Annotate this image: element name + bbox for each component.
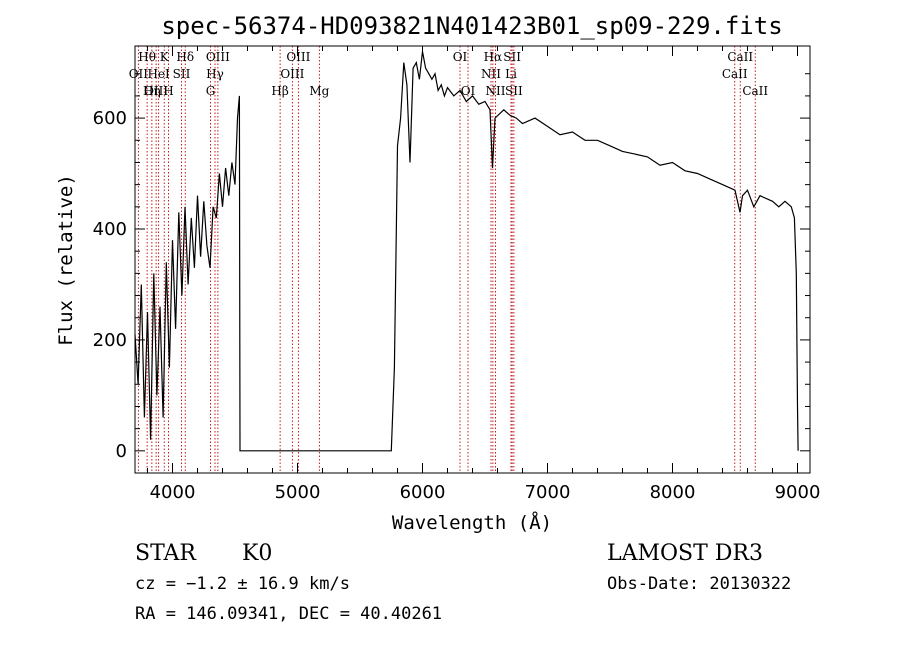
spectral-line-label: SII [173,67,191,81]
y-tick-label: 600 [93,108,127,129]
object-class: STAR [135,541,197,566]
spectral-line-label: H [163,84,173,98]
spectral-line-label: CaII [727,50,753,64]
spectral-line-markers [137,46,756,473]
spectral-line-label: Mg [309,84,329,98]
flux-series-line [134,51,799,452]
chart-title: spec-56374-HD093821N401423B01_sp09-229.f… [161,12,782,40]
coordinates: RA = 146.09341, DEC = 40.40261 [135,604,442,624]
spectral-line-label: K [160,50,170,64]
spectral-line-label: HeI [147,67,170,81]
spectral-line-label: OIII [144,84,168,98]
y-tick-label: 200 [93,330,127,351]
spectral-line-label: Hδ [176,50,194,64]
spectral-line-label: Hη [143,84,161,98]
y-tick-label: 0 [116,441,127,462]
spectral-line-label: Li [505,67,517,81]
x-tick-label: 6000 [400,482,446,503]
spectral-line-label: OIII [280,67,304,81]
x-tick-label: 5000 [275,482,321,503]
spectral-line-label: Hβ [271,84,288,98]
spectral-line-label: CaII [722,67,748,81]
spectral-line-label: CaII [742,84,768,98]
spectral-line-label: NII [481,67,501,81]
object-subclass: K0 [242,541,272,566]
x-tick-label: 4000 [150,482,196,503]
obs-date: Obs-Date: 20130322 [607,574,791,594]
y-axis-label: Flux (relative) [55,174,77,346]
spectral-line-label: SII [503,50,521,64]
x-tick-label: 7000 [525,482,571,503]
spectral-line-label: Hγ [206,67,224,81]
spectral-line-label: OI [453,50,468,64]
spectral-line-label: OIII [206,50,230,64]
spectral-line-label: Hθ [138,50,156,64]
spectral-line-label: Hα [484,50,503,64]
spectral-line-label: NII [486,84,506,98]
spectral-line-label: SII [505,84,523,98]
x-tick-label: 8000 [650,482,696,503]
spectral-line-label: OIII [286,50,310,64]
y-axis-ticks: 0 200 400 600 [93,73,810,462]
plot-frame [134,45,811,474]
y-tick-label: 400 [93,219,127,240]
x-axis-label: Wavelength (Å) [392,511,552,534]
survey-name: LAMOST DR3 [607,541,763,566]
spectral-line-label: G [206,84,216,98]
x-axis-ticks: 4000 5000 6000 7000 8000 9000 [147,46,821,503]
redshift-text: cz = −1.2 ± 16.9 km/s [135,574,350,594]
spectral-line-label: OI [461,84,476,98]
x-tick-label: 9000 [775,482,821,503]
